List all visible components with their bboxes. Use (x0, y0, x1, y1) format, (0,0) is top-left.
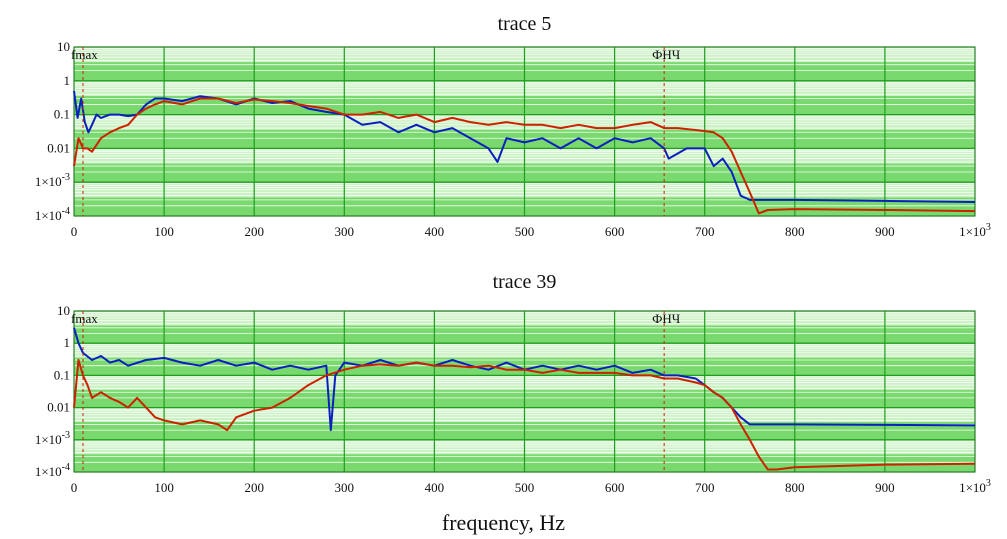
x-tick-label: 300 (335, 480, 355, 495)
marker-label: ФНЧ (652, 47, 681, 62)
y-tick-label: 10 (57, 303, 70, 318)
y-tick-label: 0.01 (47, 140, 70, 155)
x-tick-label: 500 (515, 480, 535, 495)
x-tick-label: 400 (425, 480, 445, 495)
x-tick-label: 200 (244, 480, 264, 495)
x-tick-label: 100 (154, 224, 174, 239)
x-tick-label: 800 (785, 224, 805, 239)
marker-label: fmax (71, 47, 98, 62)
y-tick-label: 1×10-3 (35, 430, 70, 447)
marker-label: fmax (71, 311, 98, 326)
series-line-red (73, 359, 976, 471)
y-tick-label: 1 (64, 73, 71, 88)
x-tick-label: 700 (695, 480, 715, 495)
x-tick-label: 800 (785, 480, 805, 495)
x-tick-label: 1×103 (959, 478, 991, 495)
y-tick-label: 1×10-4 (35, 206, 70, 223)
x-tick-label: 900 (875, 480, 895, 495)
marker-label: ФНЧ (652, 311, 681, 326)
series-line-red (73, 97, 976, 215)
y-tick-label: 1×10-3 (35, 172, 70, 189)
y-tick-label: 1×10-4 (35, 462, 70, 479)
chart-panel-trace-5: trace 5 10 1 0.1 0.01 1×10-3 1×10-40 100 200 300 4… (35, 13, 991, 239)
y-tick-label: 10 (57, 39, 70, 54)
x-tick-label: 1×103 (959, 222, 991, 239)
x-tick-label: 500 (515, 224, 535, 239)
x-tick-label: 600 (605, 224, 625, 239)
x-tick-label: 0 (71, 480, 78, 495)
chart-panel-trace-39: trace 39 10 1 0.1 0.01 1×10-3 1×10-40 100 200 300… (35, 271, 991, 495)
x-tick-label: 200 (244, 224, 264, 239)
x-tick-label: 700 (695, 224, 715, 239)
x-axis-label: frequency, Hz (441, 510, 566, 535)
x-tick-label: 300 (335, 224, 355, 239)
x-tick-label: 0 (71, 224, 78, 239)
x-tick-label: 600 (605, 480, 625, 495)
x-tick-label: 400 (425, 224, 445, 239)
y-tick-label: 0.01 (47, 400, 70, 415)
chart-title: trace 39 (493, 271, 557, 293)
x-tick-label: 900 (875, 224, 895, 239)
y-tick-label: 1 (64, 335, 71, 350)
y-tick-label: 0.1 (54, 107, 70, 122)
x-tick-label: 100 (154, 480, 174, 495)
plot-frame (73, 310, 976, 473)
series-line-blue (73, 90, 976, 203)
y-tick-label: 0.1 (54, 367, 70, 382)
plot-frame (73, 46, 976, 217)
chart-title: trace 5 (498, 13, 552, 35)
